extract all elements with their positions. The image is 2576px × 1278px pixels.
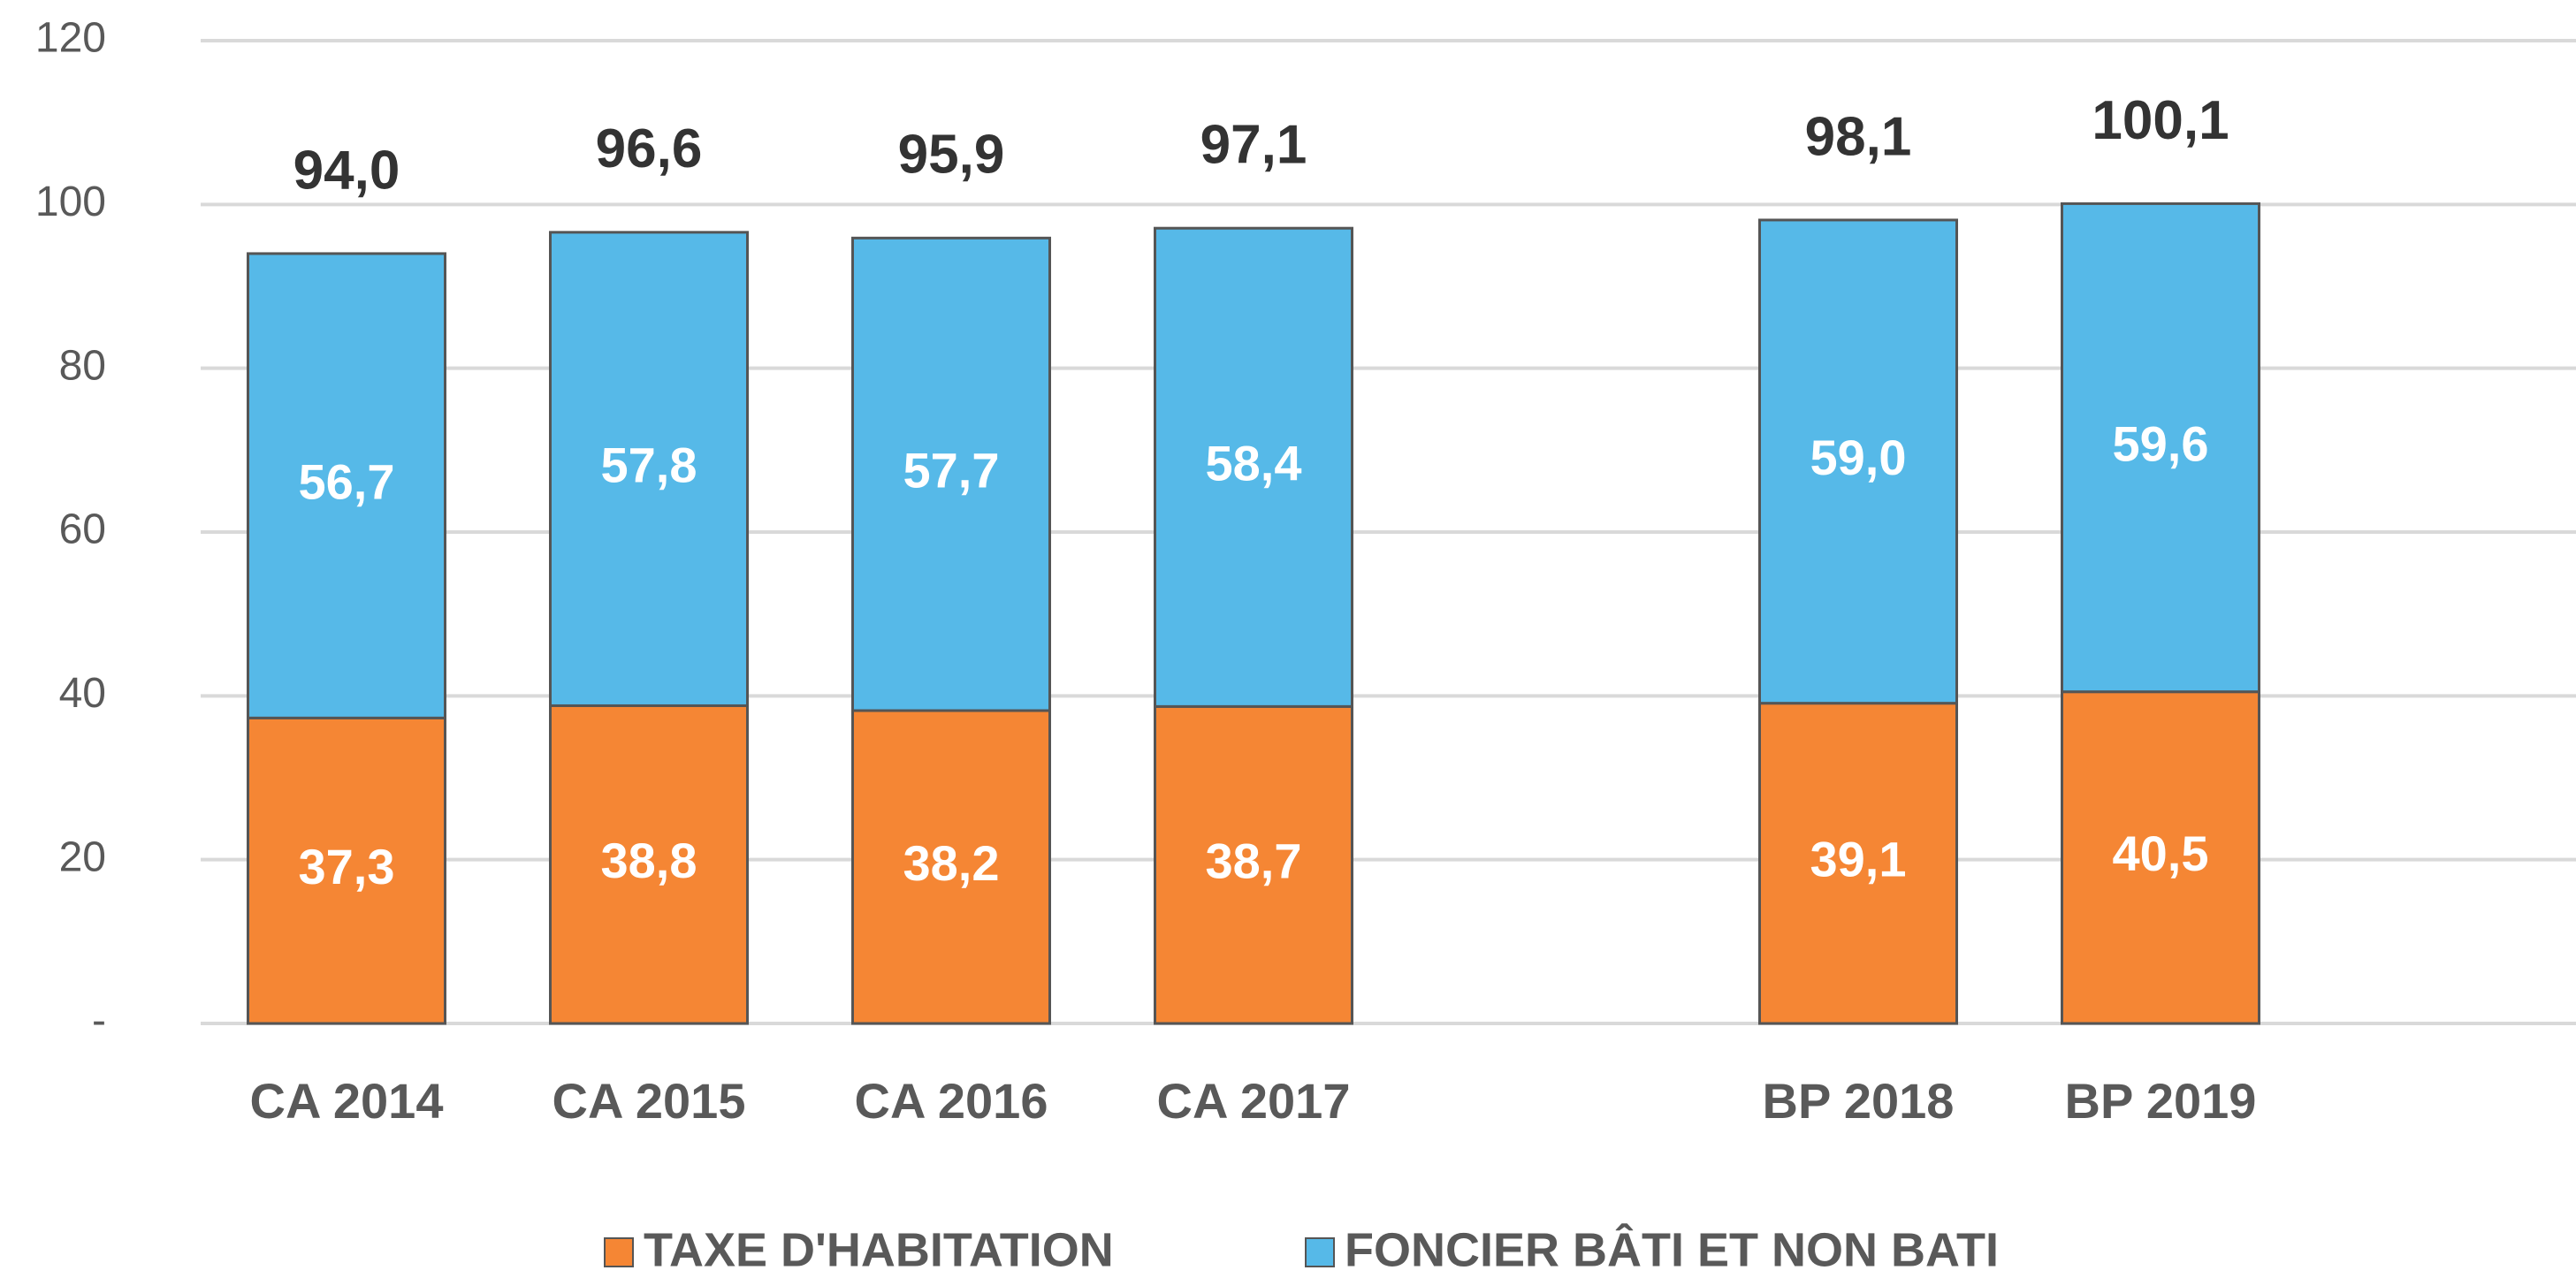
- y-tick-label: 100: [35, 179, 106, 225]
- total-label: 95,9: [898, 125, 1005, 186]
- legend-swatch: [1305, 1237, 1335, 1267]
- legend-label: TAXE D'HABITATION: [644, 1223, 1114, 1276]
- legend-swatch: [604, 1237, 634, 1267]
- data-label: 40,5: [2113, 825, 2209, 881]
- x-tick-label: CA 2014: [250, 1073, 444, 1129]
- y-tick-label: 20: [59, 833, 106, 880]
- bar-segment: [851, 709, 1051, 1025]
- total-label: 94,0: [293, 140, 400, 201]
- y-tick-label: -: [92, 998, 106, 1045]
- y-tick-label: 60: [59, 506, 106, 553]
- data-label: 57,7: [903, 442, 1000, 498]
- data-label: 59,6: [2113, 415, 2209, 471]
- bar-segment: [549, 704, 749, 1025]
- x-tick-label: CA 2016: [855, 1073, 1048, 1129]
- data-label: 37,3: [299, 839, 395, 894]
- x-tick-label: CA 2015: [553, 1073, 746, 1129]
- y-tick-label: 120: [35, 15, 106, 62]
- legend-label: FONCIER BÂTI ET NON BATI: [1345, 1222, 1999, 1276]
- bar-segment: [1758, 218, 1958, 705]
- total-label: 100,1: [2092, 90, 2229, 151]
- bar-segment: [549, 231, 749, 707]
- bar-segment: [247, 716, 446, 1025]
- data-label: 39,1: [1810, 832, 1907, 887]
- bar-segment: [2061, 690, 2260, 1025]
- data-label: 57,8: [601, 437, 697, 492]
- data-label: 38,8: [601, 833, 697, 888]
- data-label: 58,4: [1206, 436, 1302, 491]
- x-tick-label: CA 2017: [1157, 1073, 1351, 1129]
- total-label: 97,1: [1200, 115, 1307, 176]
- y-tick-label: 40: [59, 670, 106, 717]
- bar-segment: [247, 252, 446, 719]
- data-label: 38,2: [903, 835, 1000, 891]
- data-label: 59,0: [1810, 430, 1907, 485]
- x-tick-label: BP 2018: [1763, 1073, 1955, 1129]
- x-tick-label: BP 2019: [2065, 1073, 2257, 1129]
- data-label: 56,7: [299, 453, 395, 509]
- y-tick-label: 80: [59, 342, 106, 389]
- bar-segment: [1154, 704, 1353, 1025]
- total-label: 96,6: [596, 118, 703, 179]
- bar-segment: [1758, 702, 1958, 1025]
- data-label: 38,7: [1206, 833, 1302, 888]
- bar-segment: [1154, 226, 1353, 708]
- bar-segment: [851, 236, 1051, 712]
- total-label: 98,1: [1805, 106, 1912, 167]
- bar-segment: [2061, 202, 2260, 694]
